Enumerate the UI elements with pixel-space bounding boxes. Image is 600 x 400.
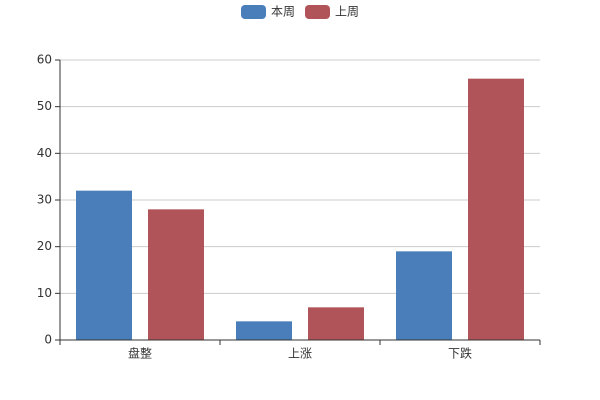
legend-swatch: [241, 5, 266, 19]
bar: [468, 78, 524, 341]
y-tick-label: 60: [37, 53, 52, 67]
x-tick-label: 盘整: [128, 346, 152, 361]
y-tick-label: 40: [37, 146, 52, 160]
y-tick-label: 0: [44, 333, 52, 347]
y-tick-label: 10: [37, 286, 52, 300]
y-tick-label: 50: [37, 99, 52, 113]
legend-label: 本周: [271, 5, 295, 19]
x-tick-label: 下跌: [448, 346, 472, 361]
x-tick-label: 上涨: [288, 346, 312, 361]
bar: [148, 209, 204, 340]
bar: [236, 321, 292, 340]
y-tick-label: 20: [37, 239, 52, 253]
bar: [396, 251, 452, 340]
bar: [308, 307, 364, 340]
legend-label: 上周: [335, 5, 359, 19]
legend-swatch: [305, 5, 330, 19]
bar: [76, 190, 132, 340]
y-tick-label: 30: [37, 193, 52, 207]
